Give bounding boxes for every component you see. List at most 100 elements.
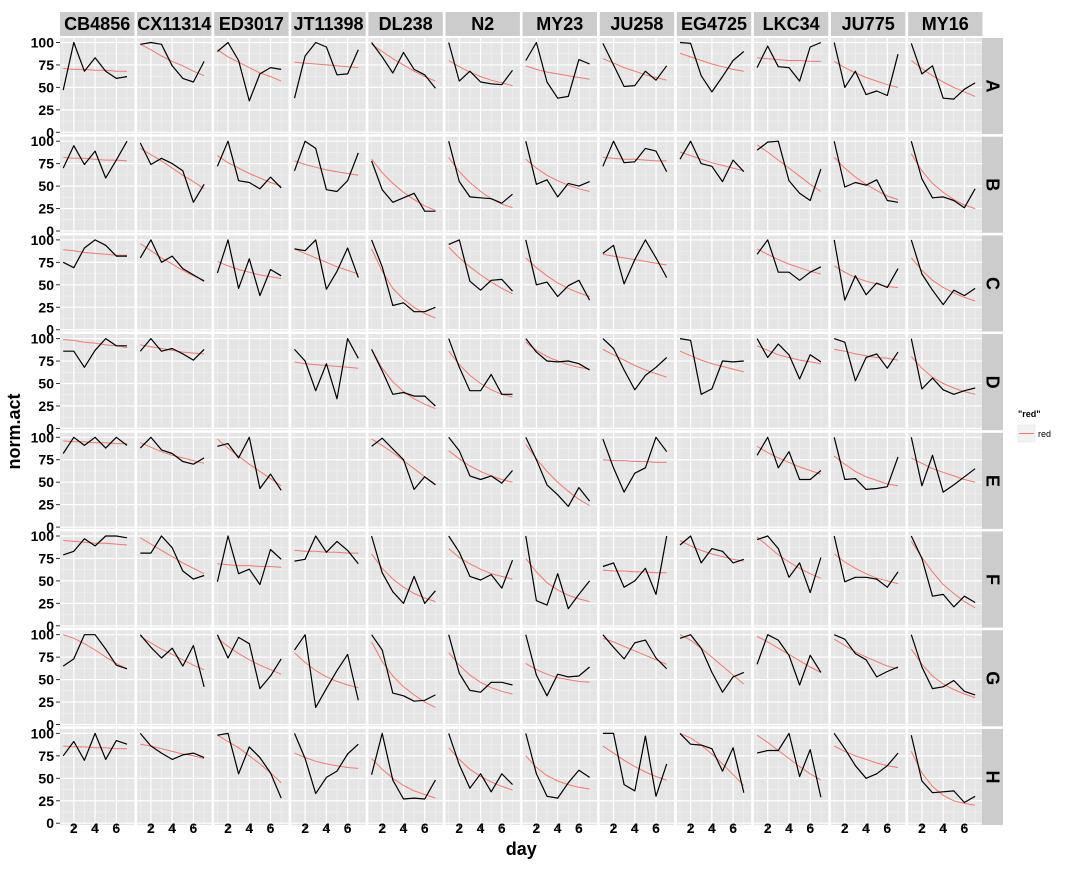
facet-panel-H-N2 bbox=[445, 728, 520, 825]
strip-background bbox=[982, 432, 1003, 529]
fit-line bbox=[448, 548, 513, 580]
y-axis-title: norm.act bbox=[4, 393, 24, 469]
x-tick-label: 2 bbox=[455, 820, 463, 836]
facet-panel-B-CB4856 bbox=[60, 136, 135, 233]
row-strip-D: D bbox=[982, 334, 1003, 431]
fit-line bbox=[63, 68, 127, 72]
panel-background bbox=[291, 334, 366, 431]
fit-line bbox=[602, 637, 667, 665]
y-tick-label: 50 bbox=[38, 178, 54, 194]
fit-line bbox=[833, 157, 899, 201]
panel-background bbox=[599, 531, 675, 628]
panel-background bbox=[445, 38, 520, 135]
y-tick-label: 100 bbox=[31, 133, 55, 149]
observed-line bbox=[833, 239, 899, 301]
facet-panel-A-ED3017 bbox=[214, 38, 289, 135]
panel-background bbox=[137, 136, 212, 233]
observed-line bbox=[371, 239, 436, 313]
strip-JT11398: JT11398 bbox=[291, 12, 366, 36]
fit-line bbox=[217, 637, 282, 675]
fit-line bbox=[679, 634, 745, 685]
observed-line bbox=[294, 535, 359, 565]
strip-CB4856: CB4856 bbox=[60, 12, 135, 36]
strip-background bbox=[214, 12, 289, 36]
panel-background bbox=[753, 630, 829, 727]
strip-background bbox=[982, 531, 1003, 628]
strip-background bbox=[599, 12, 675, 36]
fit-line bbox=[140, 636, 205, 671]
strip-background bbox=[982, 334, 1003, 431]
panel-background bbox=[753, 136, 829, 233]
observed-line bbox=[910, 239, 976, 306]
facet-panel-A-MY23 bbox=[522, 38, 597, 135]
fit-line bbox=[833, 553, 899, 585]
observed-line bbox=[217, 732, 282, 799]
y-tick-label: 0 bbox=[46, 420, 54, 436]
panel-background bbox=[368, 432, 443, 529]
x-tick-label: 4 bbox=[631, 820, 639, 836]
fit-line bbox=[756, 536, 822, 579]
fit-line bbox=[371, 553, 436, 603]
row-strip-label: H bbox=[983, 770, 1003, 783]
fit-line bbox=[217, 49, 282, 82]
facet-panel-E-MY23 bbox=[522, 432, 597, 529]
facet-panel-F-JU258 bbox=[599, 531, 675, 628]
facet-panel-E-N2 bbox=[445, 432, 520, 529]
strip-background bbox=[368, 12, 443, 36]
panel-background bbox=[522, 136, 597, 233]
y-tick-label: 50 bbox=[38, 672, 54, 688]
facet-panel-A-JU258 bbox=[599, 38, 675, 135]
observed-line bbox=[139, 338, 205, 361]
observed-line bbox=[294, 239, 359, 290]
observed-line bbox=[294, 338, 359, 400]
observed-line bbox=[62, 41, 128, 91]
strip-N2: N2 bbox=[445, 12, 520, 36]
strip-JU258: JU258 bbox=[599, 12, 675, 36]
panel-background bbox=[676, 432, 752, 529]
fit-line bbox=[910, 257, 976, 302]
y-tick-label: 25 bbox=[38, 793, 54, 809]
observed-line bbox=[679, 535, 744, 564]
fit-line bbox=[910, 648, 976, 699]
panel-background bbox=[676, 38, 752, 135]
panel-background bbox=[291, 432, 366, 529]
observed-line bbox=[525, 634, 590, 697]
strip-label: ED3017 bbox=[219, 14, 284, 34]
x-tick-label: 6 bbox=[883, 820, 891, 836]
observed-line bbox=[139, 436, 205, 465]
facet-panel-G-LKC34 bbox=[753, 630, 829, 727]
x-tick-label: 6 bbox=[729, 820, 737, 836]
panel-background bbox=[522, 235, 597, 332]
row-strip-label: A bbox=[983, 80, 1003, 93]
panel-background bbox=[60, 531, 135, 628]
panel-background bbox=[599, 136, 675, 233]
observed-line bbox=[139, 634, 205, 687]
observed-line bbox=[679, 140, 745, 183]
facet-panel-B-JU258 bbox=[599, 136, 675, 233]
fit-line bbox=[602, 459, 667, 463]
facet-panel-A-DL238 bbox=[368, 38, 443, 135]
y-tick-label: 50 bbox=[38, 770, 54, 786]
panel-background bbox=[445, 136, 520, 233]
fit-line bbox=[833, 455, 899, 487]
strip-background bbox=[753, 12, 829, 36]
x-tick-label: 4 bbox=[862, 820, 870, 836]
observed-line bbox=[679, 634, 745, 693]
observed-line bbox=[293, 41, 359, 99]
panel-background bbox=[368, 334, 443, 431]
x-tick-label: 6 bbox=[267, 820, 275, 836]
fit-line bbox=[448, 450, 513, 483]
facet-panel-E-CB4856 bbox=[60, 432, 135, 529]
panel-background bbox=[291, 728, 366, 825]
panel-background bbox=[831, 432, 906, 529]
x-tick-label: 4 bbox=[245, 820, 253, 836]
facet-panel-D-ED3017 bbox=[214, 334, 289, 431]
strip-LKC34: LKC34 bbox=[753, 12, 829, 36]
y-tick-label: 100 bbox=[31, 34, 55, 50]
panel-background bbox=[137, 235, 212, 332]
observed-line bbox=[602, 43, 668, 88]
fit-line bbox=[294, 61, 359, 69]
y-tick-label: 0 bbox=[46, 618, 54, 634]
strip-JU775: JU775 bbox=[831, 12, 906, 36]
panel-background bbox=[908, 531, 983, 628]
